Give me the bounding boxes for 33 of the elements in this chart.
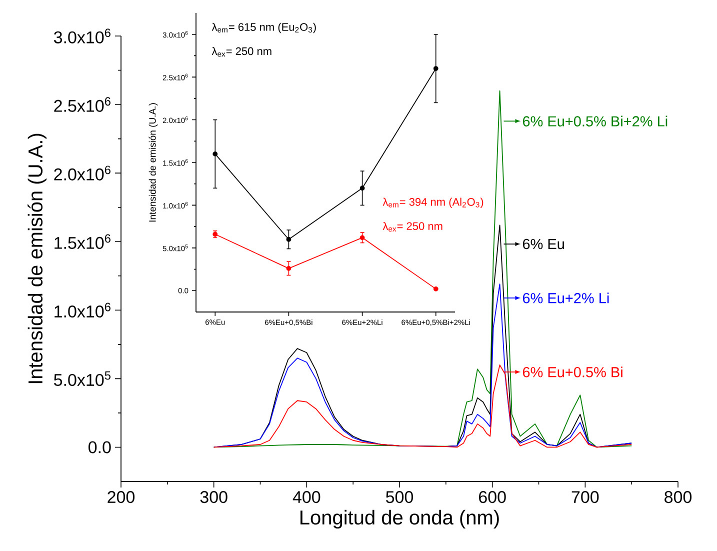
point: [360, 186, 365, 191]
legend-label: 6% Eu: [522, 238, 564, 250]
legend-label: 6% Eu+0.5% Bi+2% Li: [522, 116, 668, 126]
x-tick-label: 800: [664, 491, 692, 504]
y-tick-label: 2.5x10$^{6}$: [54, 97, 110, 112]
y-tick-label: 1.0x10$^{6}$: [54, 302, 110, 318]
x-tick-label: 200: [108, 491, 135, 504]
y-axis-title: Intensidad de emisión (U.A.): [148, 103, 158, 222]
point: [433, 286, 438, 292]
y-tick-label: 3.0x10$^{6}$: [54, 28, 110, 44]
point: [286, 236, 292, 242]
x-tick-label: 600: [479, 491, 506, 504]
text: λ$_{em}$= 615 nm (Eu$_{2}$O$_{3}$): [212, 22, 316, 34]
y-tick-label: 5.0x10$^{5}$: [54, 371, 110, 386]
text: λ$_{em}$= 394 nm (Al$_{2}$O$_{3}$): [382, 198, 484, 208]
x-tick-label: 500: [386, 491, 414, 504]
point: [360, 235, 365, 240]
x-axis-title: Longitud de onda (nm): [300, 510, 499, 529]
y-axis-title: Intensidad de emisión (U.A.): [28, 134, 46, 384]
point: [212, 152, 218, 156]
annotation: λ$_{ex}$= 250 nm: [382, 222, 442, 232]
legend-label: 6% Eu+0.5% Bi: [522, 366, 622, 378]
x-tick-label: 300: [200, 491, 228, 504]
point: [286, 266, 292, 271]
point: [433, 66, 438, 71]
y-tick-label: 2.0x10$^{6}$: [54, 166, 110, 180]
line-series: [213, 364, 632, 448]
x-tick-label: 700: [572, 491, 599, 504]
x-tick-label: 400: [292, 491, 320, 504]
y-tick-label: 0.0: [88, 441, 111, 454]
legend-label: 6% Eu+2% Li: [522, 292, 609, 304]
annotation: λ$_{ex}$= 250 nm: [212, 47, 272, 57]
y-tick-label: 1.5x10$^{6}$: [54, 234, 110, 249]
